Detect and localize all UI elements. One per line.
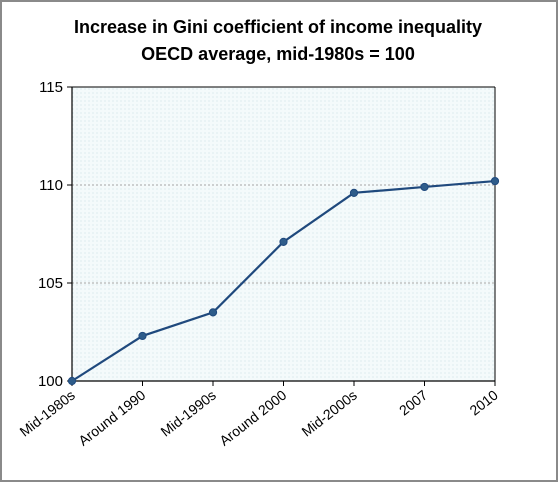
data-point	[490, 176, 500, 186]
y-tick-label: 105	[38, 275, 63, 292]
x-tick-label: 2010	[466, 387, 501, 419]
chart-title: Increase in Gini coefficient of income i…	[74, 17, 482, 37]
data-point	[279, 237, 288, 246]
data-point	[420, 182, 429, 192]
x-tick-label: Around 2000	[216, 387, 289, 449]
x-tick-label: 2007	[396, 387, 431, 419]
x-tick-label: Mid-1990s	[157, 387, 218, 440]
chart-subtitle: OECD average, mid-1980s = 100	[141, 44, 415, 64]
plot-area	[72, 87, 495, 381]
x-tick-label: Mid-1980s	[16, 387, 77, 440]
x-tick-label: Around 1990	[75, 387, 148, 449]
data-point	[349, 188, 359, 197]
x-tick-label: Mid-2000s	[298, 387, 359, 440]
data-points	[67, 176, 500, 386]
y-axis-ticks: 100 105 110 115	[38, 79, 72, 390]
data-point	[138, 331, 147, 341]
data-point	[208, 308, 218, 317]
data-point	[67, 376, 77, 386]
y-tick-label: 115	[39, 79, 63, 96]
y-tick-label: 110	[39, 177, 63, 194]
y-tick-label: 100	[38, 373, 63, 390]
